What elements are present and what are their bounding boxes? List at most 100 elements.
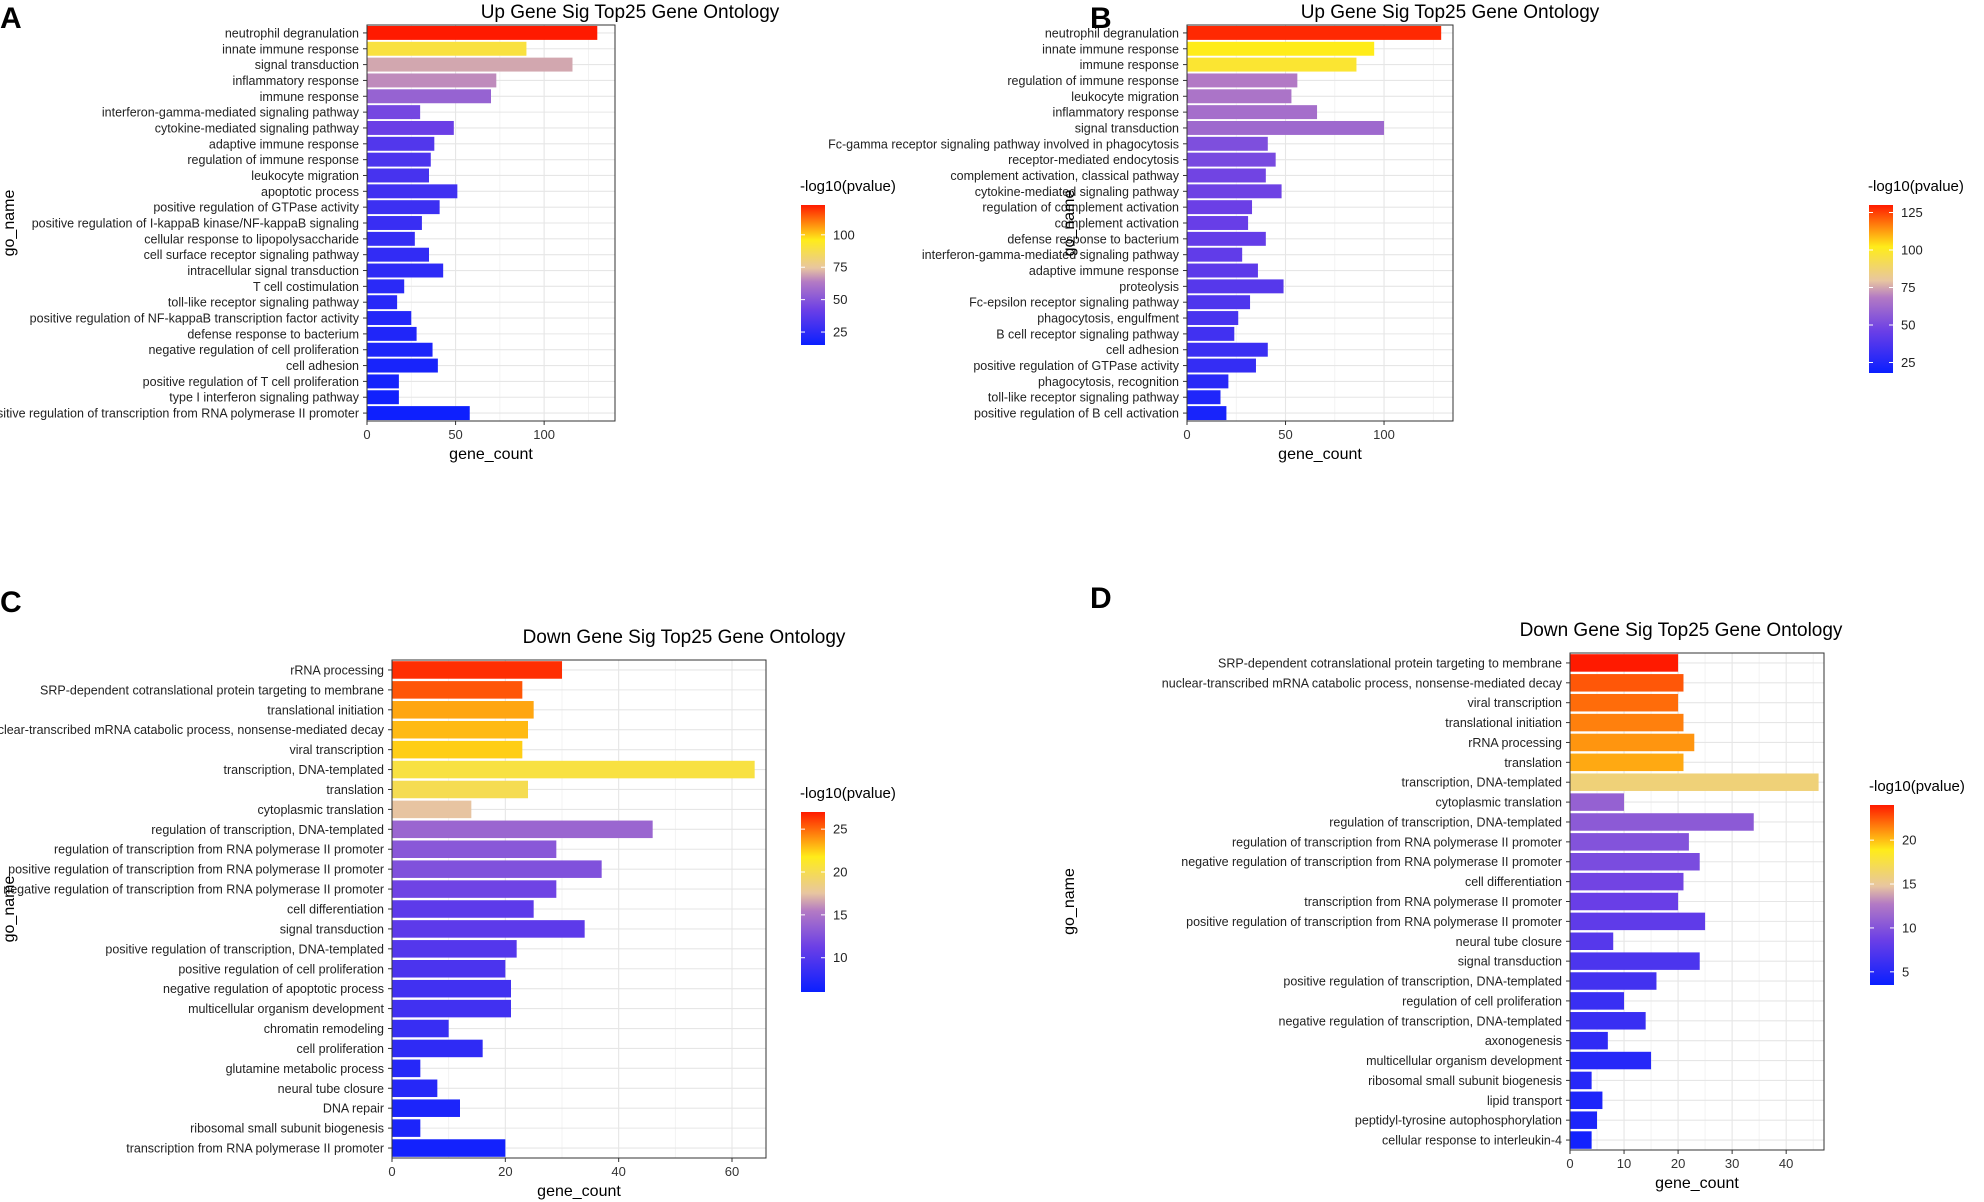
bar bbox=[1570, 972, 1657, 990]
category-label: positive regulation of transcription, DN… bbox=[105, 942, 384, 956]
bar bbox=[1570, 733, 1695, 752]
category-label: signal transduction bbox=[1075, 121, 1179, 135]
bar bbox=[1570, 813, 1754, 831]
x-tick-label: 20 bbox=[1671, 1156, 1685, 1171]
category-label: regulation of transcription, DNA-templat… bbox=[1329, 815, 1562, 829]
bar bbox=[367, 89, 491, 104]
category-label: type I interferon signaling pathway bbox=[169, 391, 359, 405]
category-label: cell adhesion bbox=[286, 359, 359, 373]
category-label: positive regulation of NF-kappaB transcr… bbox=[30, 312, 360, 326]
legend-colorbar bbox=[1870, 805, 1894, 985]
category-label: cell differentiation bbox=[1465, 875, 1562, 889]
category-label: signal transduction bbox=[280, 922, 384, 936]
bar bbox=[1570, 892, 1679, 911]
category-label: T cell costimulation bbox=[253, 280, 359, 294]
category-label: negative regulation of apoptotic process bbox=[163, 982, 384, 996]
category-label: inflammatory response bbox=[1053, 106, 1179, 120]
bar bbox=[1570, 1031, 1608, 1050]
bar bbox=[1187, 358, 1256, 373]
bar bbox=[1570, 912, 1706, 931]
legend-tick-label: 5 bbox=[1902, 964, 1909, 979]
bar bbox=[392, 800, 472, 819]
category-label: regulation of transcription, DNA-templat… bbox=[151, 823, 384, 837]
category-label: positive regulation of B cell activation bbox=[974, 407, 1179, 421]
bar bbox=[1570, 1051, 1652, 1070]
category-label: transcription, DNA-templated bbox=[1402, 776, 1563, 790]
bar bbox=[1187, 200, 1253, 215]
bar bbox=[367, 184, 458, 199]
category-label: ribosomal small subunit biogenesis bbox=[190, 1122, 384, 1136]
category-label: leukocyte migration bbox=[1071, 90, 1179, 104]
plot-frame bbox=[1186, 24, 1454, 422]
bar bbox=[392, 959, 506, 978]
bar bbox=[1187, 41, 1375, 56]
bar bbox=[1570, 654, 1679, 672]
bar bbox=[1187, 390, 1221, 405]
category-label: positive regulation of T cell proliferat… bbox=[143, 375, 359, 389]
x-axis-label: gene_count bbox=[1278, 446, 1362, 463]
x-tick-label: 0 bbox=[388, 1164, 395, 1179]
bar bbox=[1570, 773, 1819, 791]
category-label: positive regulation of transcription fro… bbox=[1186, 915, 1562, 929]
category-label: cytokine-mediated signaling pathway bbox=[975, 185, 1180, 199]
category-label: cell differentiation bbox=[287, 903, 384, 917]
legend-tick-label: 125 bbox=[1901, 205, 1923, 220]
bar bbox=[392, 701, 534, 719]
bar bbox=[367, 73, 497, 88]
bar bbox=[1187, 136, 1268, 151]
panel-d: D Down Gene Sig Top25 Gene Ontology SRP-d… bbox=[1061, 582, 1965, 1192]
legend-tick-label: 50 bbox=[833, 292, 847, 307]
bar bbox=[1187, 231, 1266, 246]
panel-a: A Up Gene Sig Top25 Gene Ontology neutrop… bbox=[0, 2, 896, 463]
category-label: positive regulation of GTPase activity bbox=[973, 359, 1179, 373]
bar bbox=[367, 41, 527, 56]
bar bbox=[367, 120, 454, 135]
x-tick-label: 100 bbox=[533, 427, 555, 442]
x-tick-label: 30 bbox=[1725, 1156, 1739, 1171]
category-label: positive regulation of GTPase activity bbox=[153, 201, 359, 215]
category-label: interferon-gamma-mediated signaling path… bbox=[102, 106, 360, 120]
x-axis-label: gene_count bbox=[449, 446, 533, 463]
bar bbox=[367, 105, 421, 120]
category-label: nuclear-transcribed mRNA catabolic proce… bbox=[0, 723, 385, 737]
x-tick-label: 50 bbox=[1278, 427, 1292, 442]
bar bbox=[1187, 152, 1276, 167]
category-label: DNA repair bbox=[323, 1102, 384, 1116]
category-label: transcription from RNA polymerase II pro… bbox=[126, 1142, 384, 1156]
category-label: positive regulation of I-kappaB kinase/N… bbox=[32, 217, 359, 231]
bar bbox=[367, 216, 422, 230]
bar bbox=[392, 1119, 421, 1137]
bar bbox=[367, 25, 598, 40]
category-label: rRNA processing bbox=[290, 663, 384, 677]
bar bbox=[1570, 693, 1679, 712]
bar bbox=[392, 760, 755, 779]
category-label: B cell receptor signaling pathway bbox=[996, 327, 1179, 341]
bar bbox=[367, 311, 412, 326]
category-label: transcription, DNA-templated bbox=[224, 763, 385, 777]
bar bbox=[367, 358, 438, 373]
category-label: toll-like receptor signaling pathway bbox=[168, 296, 360, 310]
category-label: positive regulation of cell proliferatio… bbox=[178, 962, 384, 976]
category-label: complement activation bbox=[1055, 217, 1179, 231]
category-label: immune response bbox=[1080, 58, 1179, 72]
bar bbox=[392, 1019, 449, 1038]
x-axis-label: gene_count bbox=[1655, 1175, 1739, 1192]
legend-tick-label: 100 bbox=[833, 227, 855, 242]
category-label: signal transduction bbox=[1458, 955, 1562, 969]
category-label: translational initiation bbox=[1445, 716, 1562, 730]
legend-tick-label: 10 bbox=[1902, 920, 1916, 935]
y-axis-label: go_name bbox=[1061, 190, 1078, 257]
legend-tick-label: 25 bbox=[1901, 355, 1915, 370]
bar bbox=[1187, 168, 1266, 183]
panel-letter-b: B bbox=[1090, 2, 1112, 35]
x-tick-label: 0 bbox=[1183, 427, 1190, 442]
category-label: peptidyl-tyrosine autophosphorylation bbox=[1355, 1114, 1562, 1128]
bar bbox=[1570, 872, 1684, 891]
color-legend: -log10(pvalue) 10 15 20 25 bbox=[800, 785, 896, 992]
bar bbox=[1187, 73, 1298, 88]
bar bbox=[367, 295, 398, 310]
bar bbox=[1187, 311, 1239, 326]
plot-frame bbox=[1569, 652, 1825, 1151]
category-label: immune response bbox=[260, 90, 359, 104]
